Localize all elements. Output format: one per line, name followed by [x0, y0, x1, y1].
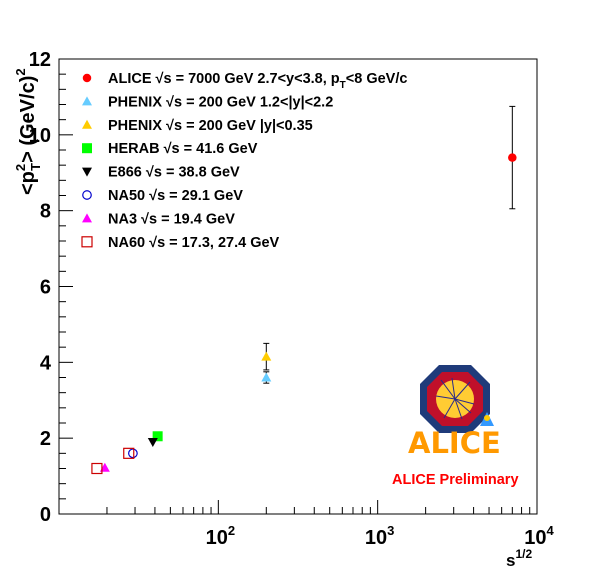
legend-entry-sqrt: √s [166, 94, 182, 110]
legend-entry-details: = 41.6 GeV [180, 141, 258, 157]
legend-entry-details: = 38.8 GeV [162, 165, 240, 181]
x-axis-title-exp: 1/2 [515, 547, 532, 561]
legend-entry-name: E866 [108, 165, 146, 181]
legend-entry: PHENIX √s = 200 GeV 1.2<|y|<2.2 [108, 94, 333, 110]
legend-marker [82, 143, 92, 154]
legend-marker [82, 190, 92, 200]
legend-entry-details: = 200 GeV 1.2<|y|<2.2 [182, 94, 333, 110]
legend-entry: ALICE √s = 7000 GeV 2.7<y<3.8, pT<8 GeV/… [108, 71, 407, 91]
logo-figure-head [484, 415, 490, 421]
y-tick-label: 6 [40, 277, 51, 299]
legend-entry-name: NA3 [108, 211, 141, 227]
x-tick-label-base: 10 [206, 527, 228, 549]
y-tick-label: 2 [40, 428, 51, 450]
legend-entry-details: = 7000 GeV 2.7<y<3.8, p [172, 71, 340, 87]
legend-entry: HERAB √s = 41.6 GeV [108, 141, 258, 157]
legend-marker [81, 236, 93, 248]
legend-entry-tail: <8 GeV/c [346, 71, 408, 87]
legend: ALICE √s = 7000 GeV 2.7<y<3.8, pT<8 GeV/… [81, 71, 407, 251]
legend-entry-details: = 17.3, 27.4 GeV [165, 235, 279, 251]
legend-entry-name: ALICE [108, 71, 156, 87]
y-axis-title-unit-sup: 2 [13, 68, 28, 75]
x-tick-label-base: 10 [524, 527, 546, 549]
legend-entry: NA50 √s = 29.1 GeV [108, 188, 243, 204]
legend-entry-sqrt: √s [149, 188, 165, 204]
y-tick-label: 12 [29, 49, 51, 71]
legend-marker [82, 96, 92, 106]
y-tick-label: 10 [29, 125, 51, 147]
legend-entry-name: PHENIX [108, 94, 166, 110]
logo-rays [435, 377, 475, 420]
y-tick-label: 0 [40, 504, 51, 526]
legend-marker [82, 167, 92, 177]
y-axis-title-sub: T [28, 163, 43, 171]
legend-entry-name: NA60 [108, 235, 149, 251]
preliminary-label: ALICE Preliminary [392, 472, 519, 488]
logo-text: ALICE [408, 426, 501, 460]
y-axis-title: <p2T> (GeV/c)2 [13, 68, 43, 195]
data-point-series-3 [261, 351, 272, 361]
legend-entry-subscript: T [340, 80, 346, 91]
x-tick-label: 103 [365, 523, 394, 549]
legend-entry: PHENIX √s = 200 GeV |y|<0.35 [108, 118, 313, 134]
legend-entry-name: HERAB [108, 141, 164, 157]
x-tick-label-exp: 2 [228, 523, 235, 538]
y-axis-title-open: <p [17, 171, 39, 195]
alice-logo: ALICE [408, 365, 501, 460]
legend-entry-sqrt: √s [146, 165, 162, 181]
legend-entry-details: = 29.1 GeV [165, 188, 243, 204]
x-axis-title: s1/2 [506, 547, 532, 570]
legend-entry: E866 √s = 38.8 GeV [108, 165, 240, 181]
legend-entry-details: = 200 GeV |y|<0.35 [182, 118, 313, 134]
y-axis-title-sup: 2 [13, 164, 28, 171]
legend-marker [82, 73, 92, 83]
x-tick-label-base: 10 [365, 527, 387, 549]
x-tick-label-exp: 4 [547, 523, 555, 538]
data-point-series-1 [508, 153, 517, 162]
legend-entry: NA60 √s = 17.3, 27.4 GeV [108, 235, 280, 251]
data-point-series-4 [152, 431, 163, 442]
legend-marker [82, 119, 92, 129]
x-tick-label-exp: 3 [387, 523, 394, 538]
y-tick-label: 4 [40, 352, 52, 374]
legend-entry-details: = 19.4 GeV [157, 211, 235, 227]
data-point-series-2 [261, 372, 272, 382]
data-point-series-5 [147, 437, 158, 447]
legend-entry-name: PHENIX [108, 118, 166, 134]
legend-entry-sqrt: √s [141, 211, 157, 227]
legend-marker [82, 213, 92, 223]
data-point-series-6 [128, 448, 138, 459]
data-marks [91, 105, 517, 475]
legend-entry-sqrt: √s [149, 235, 165, 251]
x-tick-label: 102 [206, 523, 235, 549]
x-axis-title-base: s [506, 551, 515, 570]
legend-entry-sqrt: √s [166, 118, 182, 134]
legend-entry-sqrt: √s [156, 71, 172, 87]
y-tick-label: 8 [40, 201, 51, 223]
legend-entry-name: NA50 [108, 188, 149, 204]
y-axis-title-close: > (GeV/c) [17, 76, 39, 163]
legend-entry: NA3 √s = 19.4 GeV [108, 211, 235, 227]
x-tick-label: 104 [524, 523, 554, 549]
data-point-series-8 [123, 447, 135, 459]
legend-entry-sqrt: √s [164, 141, 180, 157]
data-point-series-8 [91, 462, 103, 475]
